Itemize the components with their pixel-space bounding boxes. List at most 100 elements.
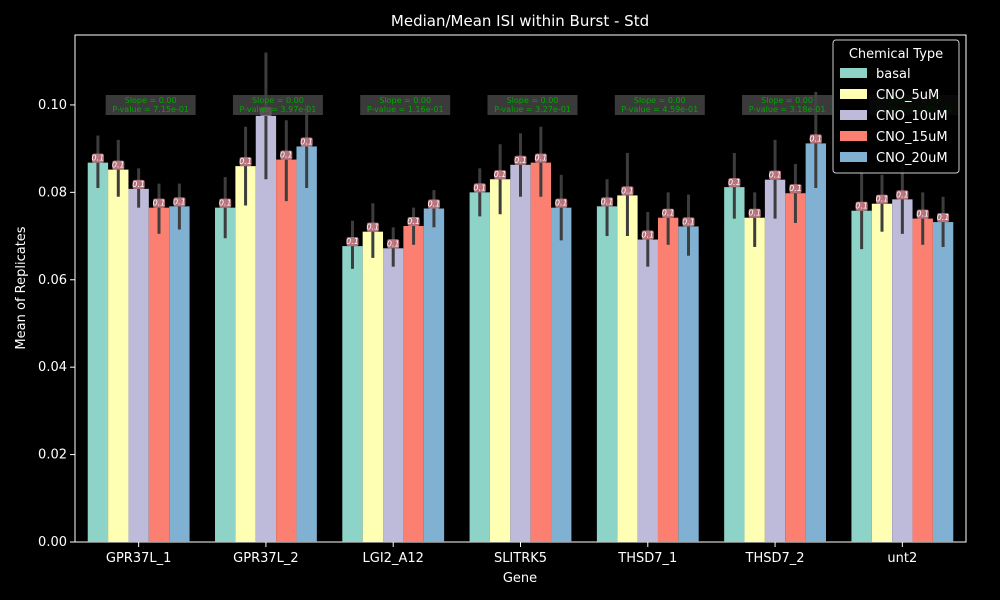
bar-value-label: 0.1: [789, 184, 802, 193]
bar: [785, 193, 806, 542]
legend-label: CNO_15uM: [876, 130, 948, 145]
bar-value-label: 0.1: [748, 209, 761, 218]
bar-value-badge: [366, 222, 379, 232]
bar-value-label: 0.1: [855, 202, 868, 211]
bar-value-badge: [473, 183, 486, 193]
annotation-slope: Slope = 0.00: [379, 96, 431, 105]
annotation-pvalue: P-value = 7.15e-01: [112, 105, 189, 114]
x-axis-title: Gene: [503, 571, 537, 586]
bar-value-label: 0.1: [916, 210, 929, 219]
annotation-slope: Slope = 0.00: [252, 96, 304, 105]
bar-value-badge: [132, 179, 145, 189]
bar: [805, 143, 826, 542]
bar-value-label: 0.1: [132, 180, 145, 189]
bar-value-badge: [621, 186, 634, 196]
legend: Chemical Type basal CNO_5uM CNO_10uM CNO_15…: [832, 39, 960, 174]
bar-value-label: 0.1: [407, 217, 420, 226]
bar: [489, 179, 511, 542]
bar-value-badge: [112, 160, 125, 170]
annotation-pvalue: P-value = 3.27e-01: [494, 105, 571, 114]
y-tick-label: 0.02: [38, 448, 67, 463]
bar-value-badge: [748, 208, 761, 218]
bar-value-badge: [407, 216, 420, 226]
bar-value-badge: [809, 134, 822, 144]
bar: [617, 195, 638, 543]
bar-value-label: 0.1: [239, 157, 252, 166]
legend-label: CNO_20uM: [876, 151, 948, 166]
bar-value-label: 0.1: [153, 199, 166, 208]
bar-value-label: 0.1: [280, 151, 293, 160]
bar: [657, 217, 679, 542]
legend-swatch: [840, 89, 867, 99]
y-axis-title: Mean of Replicates: [14, 226, 29, 349]
annotation-slope: Slope = 0.00: [507, 96, 559, 105]
bar-value-badge: [601, 197, 614, 207]
bar: [255, 115, 277, 542]
annotation-box: [105, 95, 196, 115]
bar-value-label: 0.1: [728, 178, 741, 187]
bar-value-badge: [769, 170, 782, 180]
legend-label: CNO_5uM: [876, 88, 939, 103]
y-tick-label: 0.06: [38, 273, 67, 288]
bar-value-label: 0.1: [92, 154, 105, 163]
bar-value-label: 0.1: [876, 195, 889, 204]
bar: [342, 246, 363, 542]
legend-swatch: [840, 110, 867, 120]
bar: [892, 199, 913, 542]
bar-value-label: 0.1: [346, 237, 359, 246]
annotation-pvalue: P-value = 3.18e-01: [749, 105, 826, 114]
bar: [932, 222, 954, 542]
bar: [276, 159, 297, 543]
bar: [596, 206, 618, 542]
bar-value-badge: [641, 230, 654, 240]
y-tick-label: 0.00: [38, 535, 67, 550]
bar: [169, 206, 190, 542]
bar-value-label: 0.1: [173, 197, 186, 206]
bar-value-badge: [346, 237, 359, 247]
bar-value-badge: [494, 170, 507, 180]
bar-value-badge: [937, 213, 950, 223]
bar-value-label: 0.1: [769, 171, 782, 180]
annotation-box: [742, 95, 833, 115]
bar: [637, 239, 658, 542]
bar-value-label: 0.1: [641, 231, 654, 240]
bar-value-badge: [555, 198, 568, 208]
bar: [148, 207, 170, 542]
chart-title: Median/Mean ISI within Burst - Std: [391, 12, 649, 30]
x-tick-label: GPR37L_1: [106, 551, 172, 566]
bar-value-badge: [875, 194, 888, 204]
bar-value-badge: [514, 155, 527, 165]
y-tick-label: 0.10: [38, 98, 67, 113]
bar-value-badge: [728, 178, 741, 188]
annotation-slope: Slope = 0.00: [634, 96, 686, 105]
bar-value-label: 0.1: [937, 213, 950, 222]
bar: [510, 164, 531, 542]
bar-value-badge: [387, 239, 400, 249]
bar: [530, 162, 552, 542]
bar: [362, 231, 384, 542]
bar: [108, 169, 129, 542]
bars-layer: 0.1 0.1 0.1 0.1 0.1 0.1 0.1 0.1 0.1 0.1 0.1 0.1 0.1 0…: [87, 52, 954, 543]
bar-value-badge: [91, 153, 104, 163]
bar-value-label: 0.1: [621, 186, 634, 195]
x-tick-label: THSD7_1: [617, 551, 677, 566]
bar: [469, 192, 490, 542]
bar-value-badge: [534, 153, 547, 163]
bar: [724, 187, 745, 542]
x-tick-label: GPR37L_2: [233, 551, 299, 566]
bar-value-badge: [300, 137, 313, 147]
bar-value-label: 0.1: [300, 137, 313, 146]
legend-title: Chemical Type: [849, 47, 943, 62]
annotation-box: [614, 95, 705, 115]
bar-value-label: 0.1: [366, 223, 379, 232]
bar: [235, 166, 256, 542]
x-tick-label: LGI2_A12: [363, 551, 424, 566]
bar: [215, 207, 236, 542]
bar-value-label: 0.1: [555, 199, 568, 208]
bar-value-badge: [855, 201, 868, 211]
bar: [764, 179, 786, 542]
bar-value-badge: [219, 198, 232, 208]
bar-value-badge: [239, 157, 252, 167]
bar: [551, 207, 572, 542]
